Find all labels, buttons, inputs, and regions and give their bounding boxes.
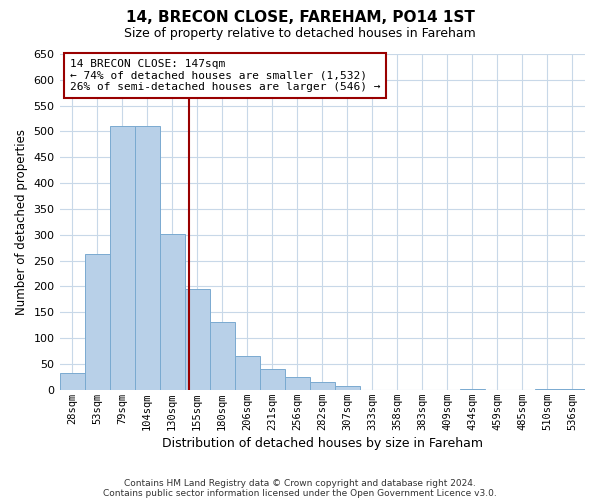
X-axis label: Distribution of detached houses by size in Fareham: Distribution of detached houses by size …: [162, 437, 483, 450]
Text: Size of property relative to detached houses in Fareham: Size of property relative to detached ho…: [124, 28, 476, 40]
Bar: [560, 388, 585, 390]
Bar: [310, 382, 335, 390]
Bar: [335, 386, 360, 390]
Text: 14, BRECON CLOSE, FAREHAM, PO14 1ST: 14, BRECON CLOSE, FAREHAM, PO14 1ST: [125, 10, 475, 25]
Bar: [110, 126, 134, 390]
Bar: [209, 322, 235, 390]
Bar: [235, 356, 260, 390]
Bar: [260, 369, 285, 390]
Bar: [185, 288, 209, 390]
Bar: [134, 126, 160, 390]
Bar: [535, 388, 560, 390]
Bar: [460, 388, 485, 390]
Bar: [285, 378, 310, 390]
Y-axis label: Number of detached properties: Number of detached properties: [15, 129, 28, 315]
Bar: [160, 234, 185, 390]
Bar: [59, 372, 85, 390]
Bar: [85, 254, 110, 390]
Text: Contains HM Land Registry data © Crown copyright and database right 2024.: Contains HM Land Registry data © Crown c…: [124, 478, 476, 488]
Text: 14 BRECON CLOSE: 147sqm
← 74% of detached houses are smaller (1,532)
26% of semi: 14 BRECON CLOSE: 147sqm ← 74% of detache…: [70, 59, 380, 92]
Text: Contains public sector information licensed under the Open Government Licence v3: Contains public sector information licen…: [103, 488, 497, 498]
